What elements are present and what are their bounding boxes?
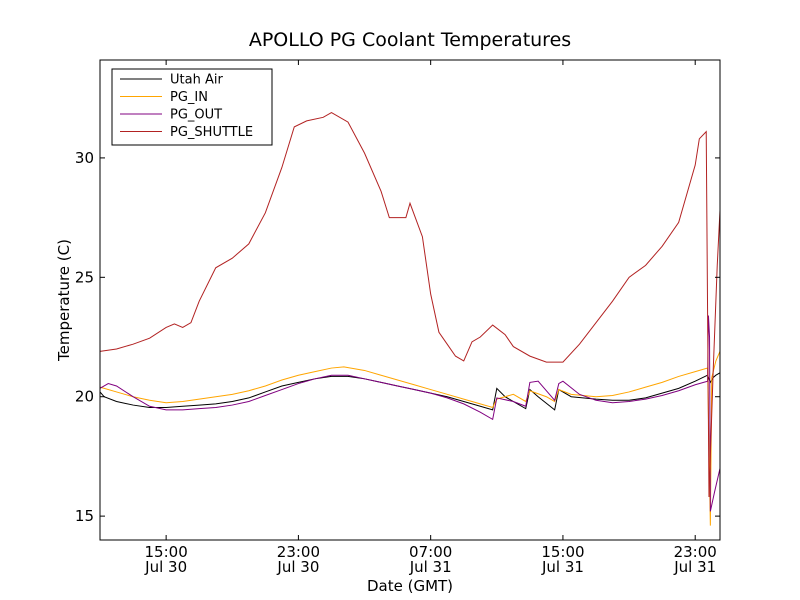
legend: Utah Air PG_IN PG_OUT PG_SHUTTLE xyxy=(111,68,273,146)
legend-label: PG_IN xyxy=(170,90,208,105)
legend-label: Utah Air xyxy=(170,73,223,88)
legend-label: PG_OUT xyxy=(170,108,222,123)
chart-title: APOLLO PG Coolant Temperatures xyxy=(249,29,571,51)
y-tick-label: 15 xyxy=(75,507,94,525)
x-tick-label-date: Jul 31 xyxy=(409,558,452,576)
x-tick-label-date: Jul 31 xyxy=(541,558,584,576)
y-ticks: 15 20 25 30 xyxy=(75,149,720,525)
x-tick-label-date: Jul 31 xyxy=(673,558,716,576)
x-tick-label-time: 23:00 xyxy=(277,543,320,561)
x-axis-label: Date (GMT) xyxy=(367,577,453,595)
legend-items: Utah Air PG_IN PG_OUT PG_SHUTTLE xyxy=(120,73,253,140)
plot-frame xyxy=(99,59,721,541)
series-line-pg-shuttle xyxy=(99,111,721,498)
y-tick-label: 25 xyxy=(75,268,94,286)
x-tick-label-date: Jul 30 xyxy=(144,558,187,576)
y-axis-label: Temperature (C) xyxy=(55,239,73,362)
x-tick-label-date: Jul 30 xyxy=(276,558,319,576)
x-tick-label-time: 23:00 xyxy=(674,543,717,561)
y-tick-label: 20 xyxy=(75,388,94,406)
series-line-pg-in xyxy=(99,351,721,526)
x-tick-label-time: 07:00 xyxy=(409,543,452,561)
y-tick-label: 30 xyxy=(75,149,94,167)
x-tick-label-time: 15:00 xyxy=(541,543,584,561)
legend-label: PG_SHUTTLE xyxy=(170,125,253,140)
plot-lines xyxy=(99,111,721,526)
series-line-utah-air xyxy=(99,372,721,411)
series-line-pg-out xyxy=(99,315,721,512)
legend-box xyxy=(111,68,273,146)
x-tick-label-time: 15:00 xyxy=(145,543,188,561)
